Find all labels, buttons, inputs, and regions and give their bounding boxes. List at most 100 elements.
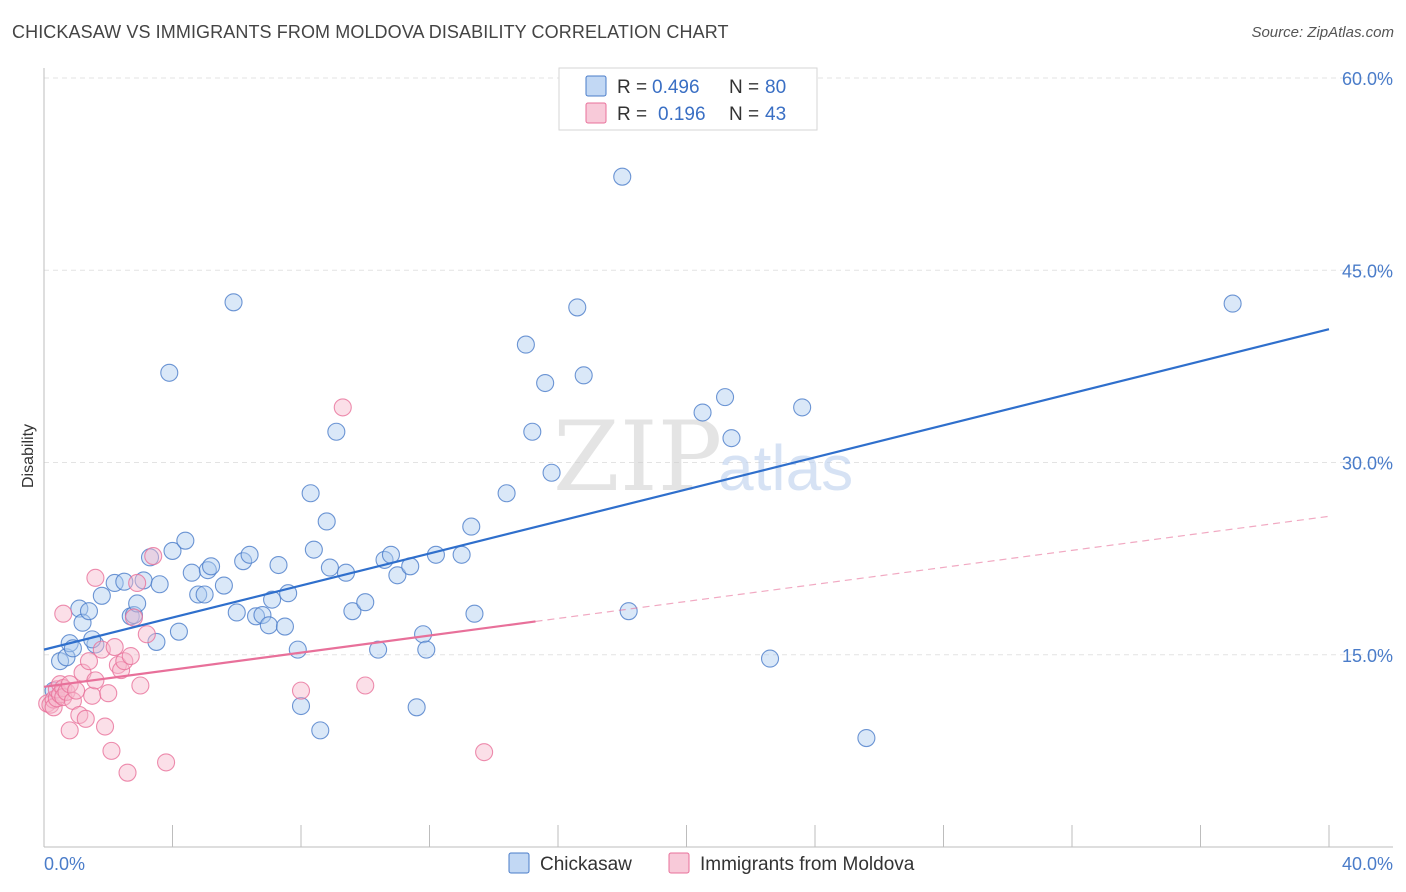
legend-n-label-pink: N = xyxy=(729,104,759,125)
point-pink-23 xyxy=(95,717,115,736)
watermark-zip: ZIP xyxy=(553,401,722,513)
legend-r-value-blue: 0.496 xyxy=(652,77,700,98)
legend-n-value-pink: 43 xyxy=(765,104,786,125)
point-blue-17 xyxy=(150,575,169,594)
point-blue-2 xyxy=(57,648,76,667)
point-blue-70 xyxy=(619,602,638,621)
watermark-atlas: atlas xyxy=(718,432,853,504)
chart-source: Source: ZipAtlas.com xyxy=(1251,24,1394,41)
point-pink-32 xyxy=(124,608,143,627)
point-blue-7 xyxy=(79,602,99,621)
point-blue-74 xyxy=(760,649,780,668)
point-blue-19 xyxy=(163,541,182,560)
point-blue-30 xyxy=(234,552,253,571)
point-blue-77 xyxy=(1223,294,1242,313)
point-blue-28 xyxy=(224,293,243,312)
point-blue-10 xyxy=(105,573,124,593)
y-axis-label: Disability xyxy=(20,424,37,488)
chart-title: CHICKASAW VS IMMIGRANTS FROM MOLDOVA DIS… xyxy=(12,22,729,42)
trend-line-blue xyxy=(43,328,1330,651)
point-blue-45 xyxy=(320,558,339,577)
point-blue-79 xyxy=(128,594,147,613)
bottom-legend-swatch-moldova xyxy=(668,852,690,874)
bottom-legend-label-chickasaw: Chickasaw xyxy=(540,854,632,875)
point-pink-41 xyxy=(475,743,494,762)
legend-r-label-pink: R = xyxy=(617,104,647,125)
point-blue-16 xyxy=(147,632,166,651)
point-blue-62 xyxy=(497,484,516,503)
point-blue-56 xyxy=(414,625,433,644)
point-blue-42 xyxy=(304,540,323,559)
point-blue-24 xyxy=(195,585,214,604)
bottom-legend: Chickasaw Immigrants from Moldova xyxy=(508,852,915,875)
point-pink-26 xyxy=(105,638,124,657)
bottom-legend-label-moldova: Immigrants from Moldova xyxy=(700,854,915,875)
point-blue-34 xyxy=(259,616,278,635)
legend-swatch-pink xyxy=(585,102,607,124)
x-tick-label-max: 40.0% xyxy=(1342,854,1393,874)
point-pink-33 xyxy=(128,573,147,593)
y-tick-label-1: 30.0% xyxy=(1342,454,1393,474)
y-tick-labels: 15.0% 30.0% 45.0% 60.0% xyxy=(1342,69,1393,666)
point-pink-24 xyxy=(99,684,118,703)
point-pink-19 xyxy=(83,686,102,705)
point-blue-23 xyxy=(189,585,208,604)
point-blue-71 xyxy=(693,403,712,422)
y-tick-label-2: 45.0% xyxy=(1342,261,1393,281)
point-pink-21 xyxy=(86,568,105,587)
legend-swatch-blue xyxy=(585,75,607,97)
point-blue-20 xyxy=(169,622,188,641)
point-blue-73 xyxy=(722,429,741,448)
point-blue-72 xyxy=(715,388,735,407)
point-pink-18 xyxy=(79,652,99,671)
point-blue-21 xyxy=(176,531,195,550)
y-tick-label-0: 15.0% xyxy=(1342,646,1393,666)
series-pink xyxy=(38,398,494,782)
point-pink-14 xyxy=(67,681,86,700)
point-pink-34 xyxy=(131,676,150,695)
point-blue-35 xyxy=(263,590,282,609)
point-blue-61 xyxy=(465,604,484,623)
legend-r-label-blue: R = xyxy=(617,77,647,98)
point-blue-69 xyxy=(613,167,632,186)
point-blue-46 xyxy=(327,422,346,441)
point-blue-58 xyxy=(426,545,445,564)
point-blue-18 xyxy=(160,363,179,382)
point-pink-39 xyxy=(333,398,352,417)
point-blue-40 xyxy=(291,696,311,716)
point-blue-27 xyxy=(214,576,233,595)
point-pink-38 xyxy=(291,681,311,700)
point-blue-26 xyxy=(202,557,221,576)
point-pink-40 xyxy=(356,676,375,695)
point-blue-37 xyxy=(275,617,294,636)
point-blue-64 xyxy=(523,422,542,441)
point-blue-22 xyxy=(182,563,201,582)
point-blue-60 xyxy=(462,517,481,536)
point-blue-11 xyxy=(115,572,134,591)
point-blue-66 xyxy=(542,463,561,482)
point-blue-9 xyxy=(92,586,111,605)
point-pink-35 xyxy=(137,625,156,644)
point-blue-67 xyxy=(568,298,587,317)
point-pink-37 xyxy=(157,753,176,772)
point-blue-76 xyxy=(857,729,876,748)
point-pink-25 xyxy=(102,741,121,760)
point-blue-32 xyxy=(246,607,266,626)
point-pink-30 xyxy=(118,763,137,782)
point-blue-53 xyxy=(388,566,407,585)
point-blue-36 xyxy=(269,555,288,575)
point-blue-41 xyxy=(301,484,320,503)
point-blue-49 xyxy=(356,593,375,612)
point-blue-59 xyxy=(452,545,471,564)
point-blue-29 xyxy=(227,603,246,622)
point-blue-68 xyxy=(574,366,593,385)
axes xyxy=(43,68,1393,848)
y-tick-label-3: 60.0% xyxy=(1342,69,1393,89)
point-pink-31 xyxy=(121,646,140,666)
legend-box: R = 0.496 N = 80 R = 0.196 N = 43 xyxy=(558,67,818,131)
point-blue-6 xyxy=(73,613,92,632)
trend-line-pink xyxy=(43,620,536,688)
point-pink-36 xyxy=(144,547,163,566)
point-blue-57 xyxy=(417,640,436,659)
